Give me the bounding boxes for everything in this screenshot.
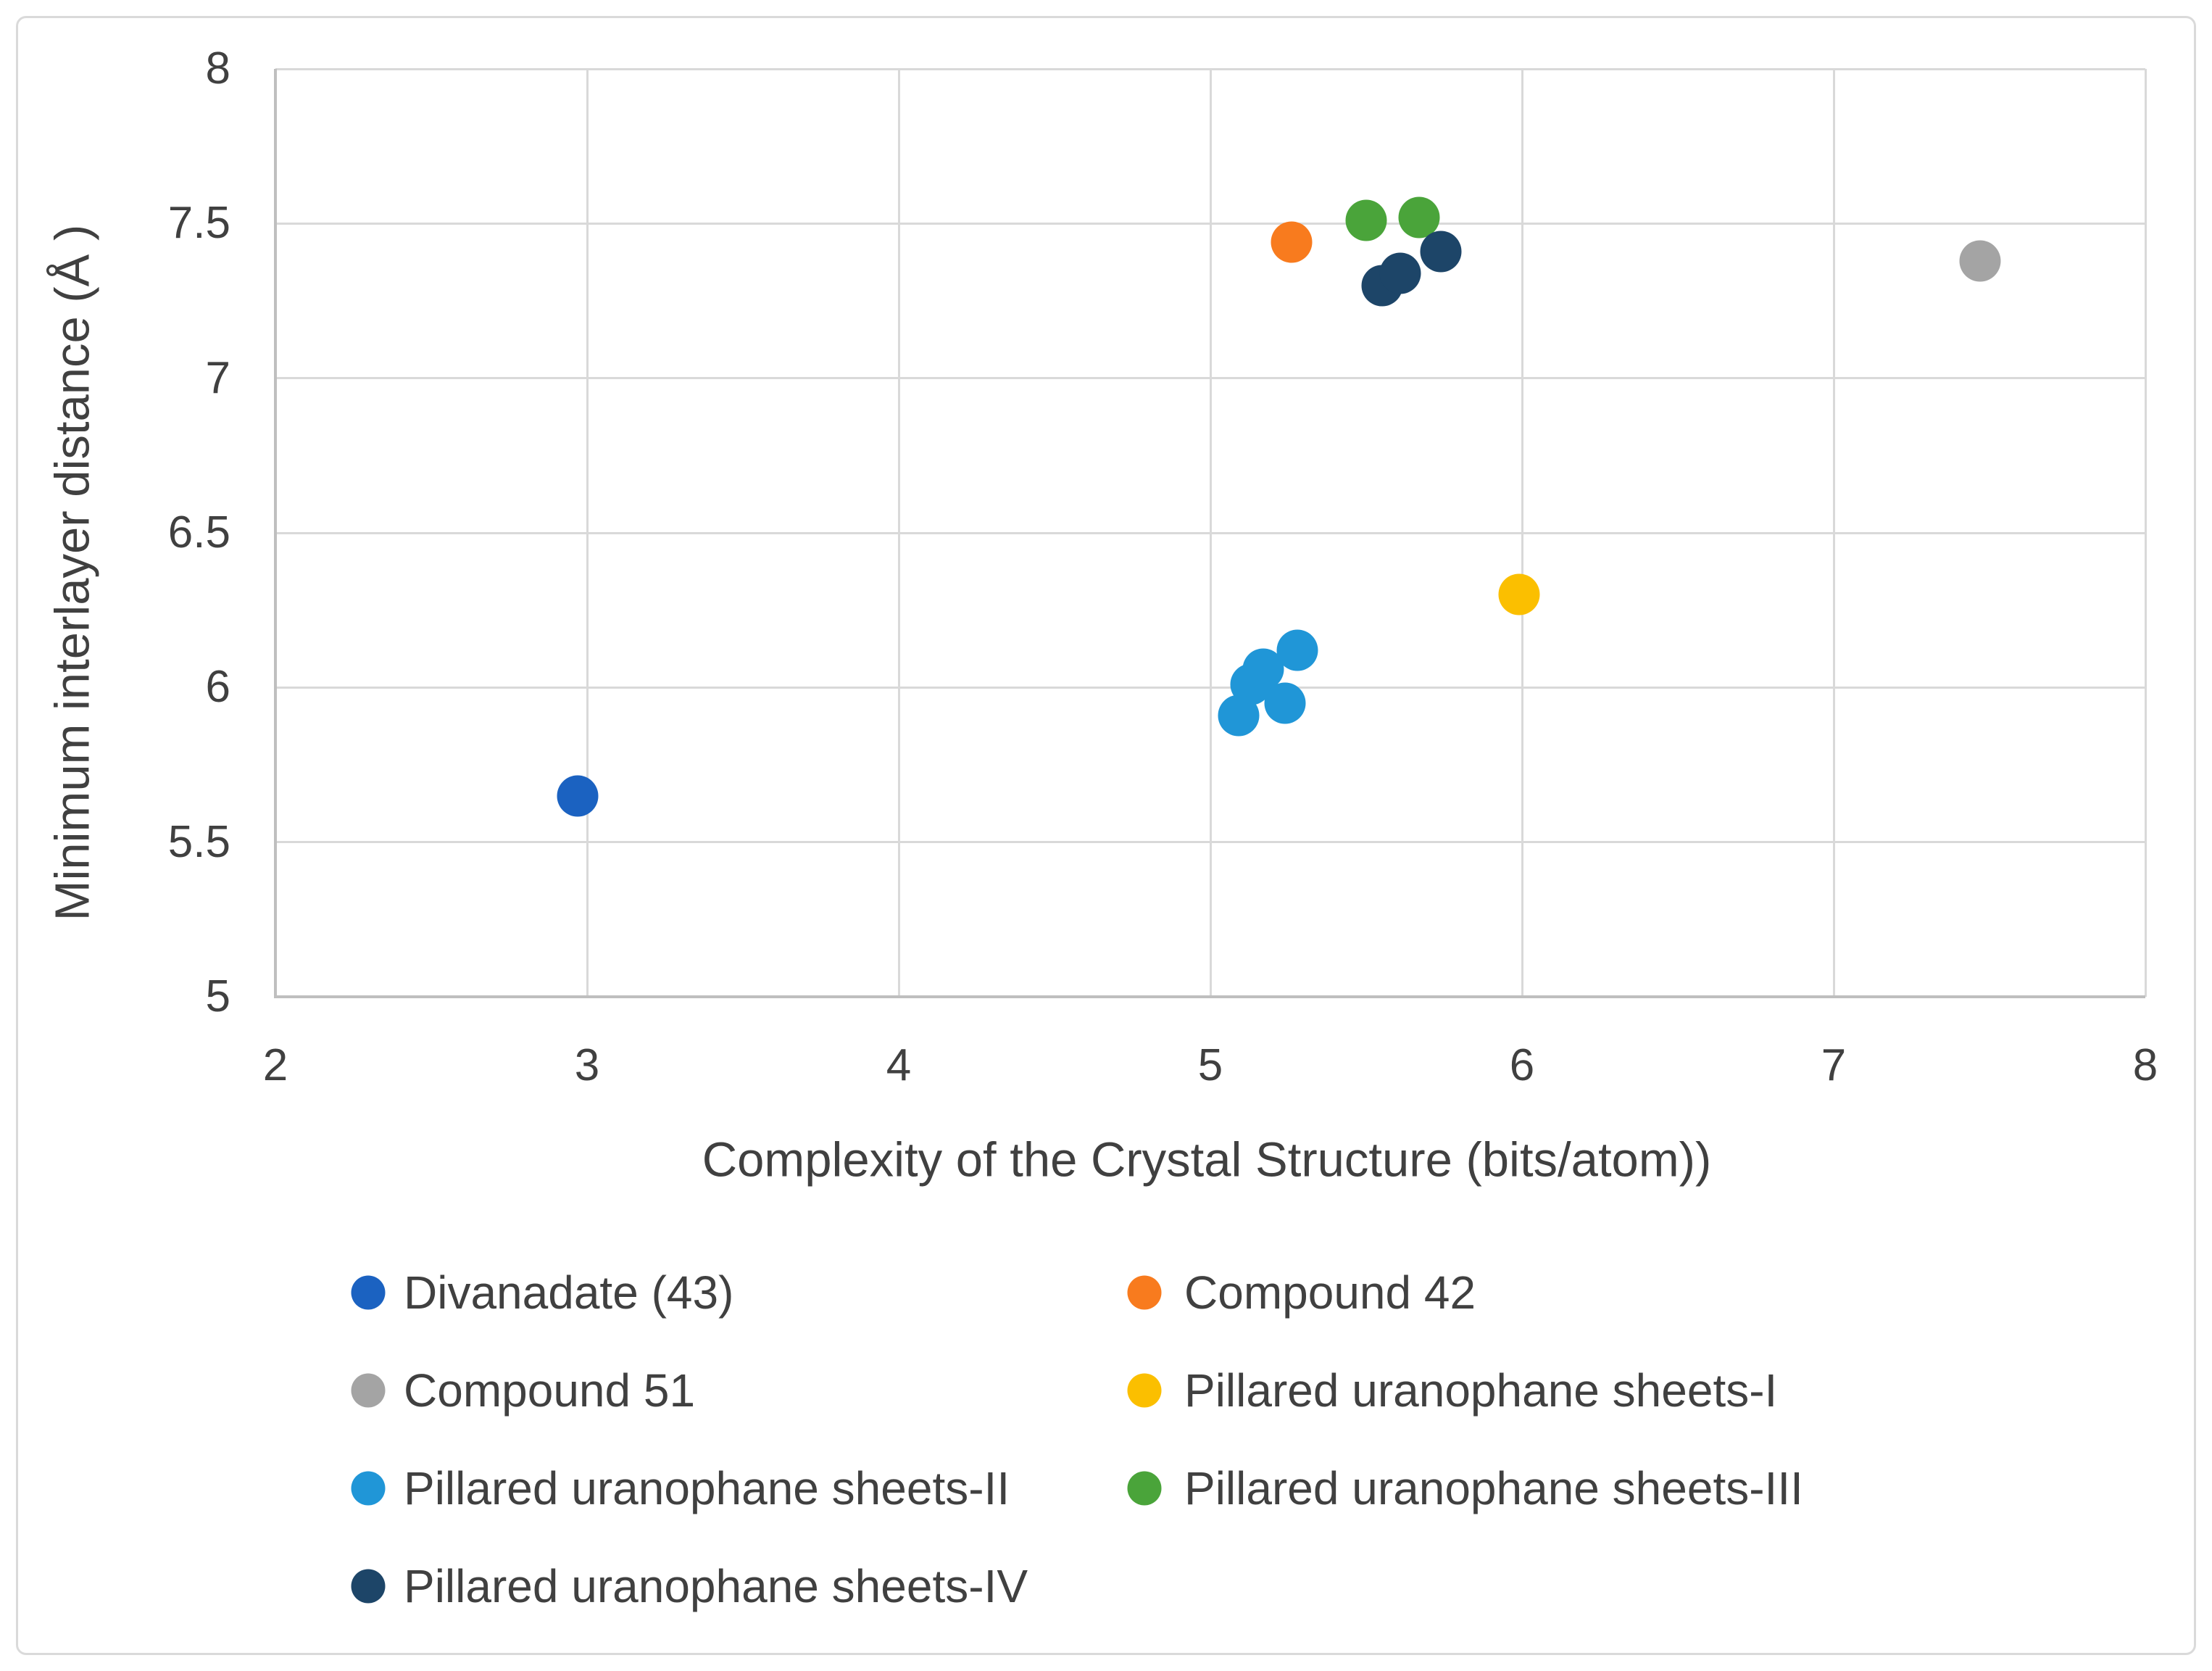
y-tick-label: 6: [205, 662, 230, 713]
y-gridline: [275, 222, 2145, 225]
legend-item-label: Pillared uranophane sheets-IV: [404, 1560, 1028, 1612]
data-point: [1498, 573, 1540, 615]
legend-marker-icon: [351, 1275, 386, 1310]
y-tick-label: 7.5: [167, 198, 230, 249]
x-tick-label: 2: [262, 1040, 288, 1090]
data-point: [1264, 682, 1306, 724]
legend-marker-icon: [351, 1373, 386, 1408]
x-tick-label: 3: [574, 1040, 600, 1090]
x-tick-label: 7: [1821, 1040, 1847, 1090]
y-gridline: [275, 67, 2145, 70]
legend-marker-icon: [1127, 1373, 1162, 1408]
data-point: [1420, 231, 1462, 273]
legend-item-label: Pillared uranophane sheets-III: [1184, 1462, 1803, 1514]
y-tick-label: 6.5: [167, 507, 230, 557]
y-tick-label: 7: [205, 352, 230, 403]
legend-item-label: Pillared uranophane sheets-I: [1184, 1364, 1778, 1417]
y-axis-title: Minimum interlayer distance (Å ): [45, 224, 100, 921]
data-point: [1276, 629, 1318, 671]
legend-item-label: Divanadate (43): [404, 1266, 734, 1319]
data-point: [1379, 252, 1421, 294]
x-tick-label: 6: [1509, 1040, 1535, 1090]
x-tick-label: 8: [2132, 1040, 2158, 1090]
y-tick-label: 5.5: [167, 816, 230, 867]
y-gridline: [275, 686, 2145, 689]
y-tick-label: 8: [205, 43, 230, 94]
y-axis-line: [274, 69, 277, 998]
legend-item-label: Compound 51: [404, 1364, 696, 1417]
y-gridline: [275, 377, 2145, 380]
x-tick-label: 4: [886, 1040, 912, 1090]
legend-item-label: Compound 42: [1184, 1266, 1476, 1319]
y-tick-label: 5: [205, 971, 230, 1021]
data-point: [1398, 196, 1440, 239]
x-gridline: [2144, 69, 2147, 997]
legend-item-label: Pillared uranophane sheets-II: [404, 1462, 1010, 1514]
legend-marker-icon: [1127, 1471, 1162, 1506]
x-axis-title: Complexity of the Crystal Structure (bit…: [702, 1132, 1712, 1187]
y-gridline: [275, 531, 2145, 534]
data-point: [1271, 221, 1313, 263]
data-point: [1218, 694, 1260, 737]
legend-marker-icon: [1127, 1275, 1162, 1310]
legend-marker-icon: [351, 1471, 386, 1506]
x-tick-label: 5: [1197, 1040, 1223, 1090]
y-gridline: [275, 841, 2145, 844]
legend-marker-icon: [351, 1569, 386, 1604]
data-point: [1959, 240, 2001, 282]
data-point: [557, 775, 599, 817]
data-point: [1345, 199, 1387, 241]
x-axis-line: [274, 995, 2145, 998]
